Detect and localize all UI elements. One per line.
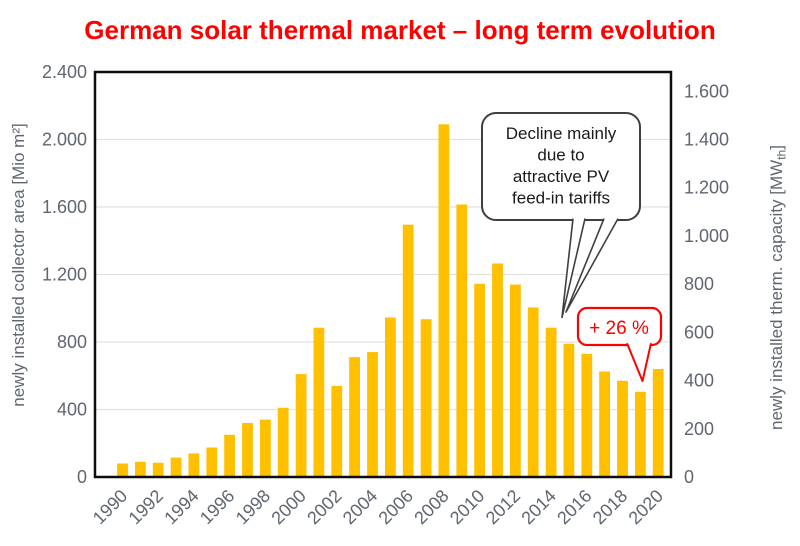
bar-2018 bbox=[617, 380, 628, 477]
bar-1993 bbox=[170, 457, 182, 477]
left-axis-tick-label: 2.000 bbox=[42, 130, 87, 150]
x-axis-tick-label: 1990 bbox=[89, 486, 131, 528]
left-axis-tick-label: 2.400 bbox=[42, 62, 87, 82]
bar-2020 bbox=[652, 369, 664, 477]
left-axis-title: newly installed collector area [Mio m²] bbox=[9, 123, 28, 406]
left-axis-tick-label: 1.200 bbox=[42, 265, 87, 285]
bar-1998 bbox=[260, 419, 271, 477]
bar-2010 bbox=[474, 283, 485, 477]
bar-1997 bbox=[242, 423, 253, 477]
right-axis-tick-labels: 0 200 400 600 800 1.000 1.200 1.400 1.600 bbox=[684, 81, 729, 487]
decline-callout-line-3: attractive PV bbox=[513, 167, 610, 186]
right-axis-title: newly installed therm. capacity [MWth] bbox=[767, 145, 789, 430]
x-axis-tick-label: 1996 bbox=[196, 486, 238, 528]
left-axis-tick-label: 800 bbox=[57, 332, 87, 352]
x-axis-tick-label: 2010 bbox=[446, 486, 488, 528]
chart-title: German solar thermal market – long term … bbox=[84, 15, 716, 45]
right-axis-tick-label: 600 bbox=[684, 322, 714, 342]
bar-2016 bbox=[581, 353, 593, 477]
x-axis-tick-label: 2000 bbox=[267, 486, 309, 528]
left-axis-tick-label: 1.600 bbox=[42, 197, 87, 217]
bar-2002 bbox=[331, 385, 343, 477]
left-axis-tick-labels: 0 400 800 1.200 1.600 2.000 2.400 bbox=[42, 62, 87, 487]
bar-2004 bbox=[367, 352, 378, 477]
x-axis-tick-label: 2014 bbox=[517, 486, 559, 528]
increase-callout-pointer bbox=[626, 342, 652, 382]
x-axis-tick-label: 2018 bbox=[589, 486, 631, 528]
bar-1996 bbox=[224, 434, 235, 477]
bar-2001 bbox=[313, 327, 325, 477]
left-axis-tick-label: 400 bbox=[57, 400, 87, 420]
bar-1995 bbox=[206, 447, 218, 477]
right-axis-tick-label: 800 bbox=[684, 274, 714, 294]
x-axis-tick-label: 2020 bbox=[625, 486, 667, 528]
bar-2000 bbox=[295, 374, 307, 477]
plot-border bbox=[93, 70, 673, 479]
right-axis-tick-label: 1.600 bbox=[684, 81, 729, 101]
bar-series bbox=[117, 124, 664, 478]
decline-callout-pointer-right bbox=[565, 218, 619, 313]
bar-1999 bbox=[277, 407, 289, 477]
bar-2011 bbox=[492, 263, 503, 477]
bar-2015 bbox=[563, 343, 575, 477]
x-axis-tick-label: 1992 bbox=[125, 486, 167, 528]
bar-1994 bbox=[188, 453, 200, 477]
right-axis-title-subscript: th bbox=[775, 150, 789, 160]
bar-1990 bbox=[117, 463, 128, 477]
right-axis-title-main: newly installed therm. capacity [MW bbox=[767, 160, 786, 430]
bar-2014 bbox=[545, 327, 557, 477]
decline-callout-pointer-left bbox=[561, 218, 586, 319]
bar-2012 bbox=[510, 284, 521, 477]
decline-callout-line-4: feed-in tariffs bbox=[512, 189, 610, 208]
decline-callout-bubble bbox=[481, 112, 641, 221]
right-axis-tick-label: 0 bbox=[684, 467, 694, 487]
bar-2009 bbox=[456, 204, 468, 477]
bar-1992 bbox=[152, 462, 164, 477]
x-axis-tick-label: 1994 bbox=[160, 486, 202, 528]
x-axis-tick-label: 2006 bbox=[375, 486, 417, 528]
bar-2003 bbox=[349, 357, 360, 477]
x-axis-tick-label: 1998 bbox=[232, 486, 274, 528]
x-axis-tick-labels: 1990199219941996199820002002200420062008… bbox=[89, 486, 667, 528]
increase-callout-bubble bbox=[576, 306, 663, 347]
x-axis-tick-label: 2012 bbox=[482, 486, 524, 528]
right-axis-tick-label: 1.400 bbox=[684, 130, 729, 150]
decline-callout-line-2: due to bbox=[537, 146, 584, 165]
bar-2008 bbox=[438, 124, 450, 478]
bar-2019 bbox=[635, 391, 646, 477]
bar-2006 bbox=[402, 224, 414, 477]
x-axis-tick-label: 2008 bbox=[410, 486, 452, 528]
increase-callout-label: + 26 % bbox=[589, 318, 649, 339]
x-axis-tick-label: 2002 bbox=[303, 486, 345, 528]
right-axis-tick-label: 1.200 bbox=[684, 178, 729, 198]
decline-callout-line-1: Decline mainly bbox=[506, 124, 617, 143]
left-axis-tick-label: 0 bbox=[77, 467, 87, 487]
x-axis-tick-label: 2016 bbox=[553, 486, 595, 528]
bar-2007 bbox=[420, 319, 432, 477]
x-axis-tick-label: 2004 bbox=[339, 486, 381, 528]
increase-annotation-callout: + 26 % bbox=[576, 306, 663, 382]
bar-2013 bbox=[527, 307, 539, 477]
bar-2005 bbox=[385, 317, 396, 477]
bar-1991 bbox=[135, 461, 146, 477]
right-axis-tick-label: 1.000 bbox=[684, 226, 729, 246]
decline-annotation-callout: Decline mainly due to attractive PV feed… bbox=[481, 112, 641, 319]
right-axis-title-close: ] bbox=[767, 145, 786, 150]
right-axis-tick-label: 200 bbox=[684, 419, 714, 439]
bar-2017 bbox=[599, 371, 610, 477]
right-axis-tick-label: 400 bbox=[684, 371, 714, 391]
